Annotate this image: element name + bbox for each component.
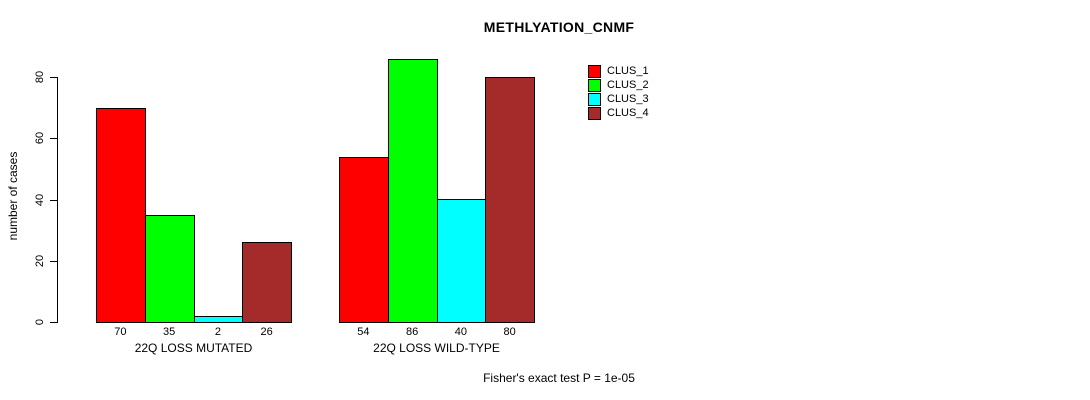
- y-axis-tick: [50, 199, 58, 201]
- legend-item-clus_3: CLUS_3: [588, 93, 649, 106]
- bar-clus_3-group2: [436, 199, 487, 323]
- stat-test-annotation: Fisher's exact test P = 1e-05: [483, 371, 635, 385]
- bar-clus_1-group1: [96, 108, 146, 323]
- y-axis-tick-label: 60: [34, 132, 46, 145]
- y-axis-tick: [50, 77, 58, 78]
- legend-color-swatch: [588, 65, 601, 78]
- legend-item-clus_1: CLUS_1: [588, 65, 649, 78]
- bar-value-label: 2: [214, 326, 221, 338]
- y-axis-tick-label: 80: [34, 70, 46, 84]
- legend-label: CLUS_4: [607, 107, 649, 119]
- bar-clus_2-group1: [144, 215, 195, 323]
- bar-clus_3-group1: [193, 316, 244, 323]
- legend-color-swatch: [588, 79, 601, 92]
- bar-clus_4-group2: [485, 77, 535, 323]
- bar-clus_1-group2: [339, 157, 389, 323]
- legend-label: CLUS_3: [607, 93, 649, 105]
- legend-color-swatch: [588, 107, 601, 120]
- legend-label: CLUS_2: [607, 79, 649, 91]
- y-axis-tick-label: 0: [34, 318, 46, 326]
- chart-title: METHLYATION_CNMF: [483, 19, 635, 35]
- bar-value-label: 35: [163, 326, 176, 338]
- bar-clus_4-group1: [242, 242, 292, 323]
- y-axis-title: number of cases: [6, 151, 20, 241]
- y-axis-tick-label: 20: [34, 254, 46, 267]
- bar-value-label: 86: [406, 326, 419, 338]
- legend-color-swatch: [588, 93, 601, 106]
- y-axis-tick: [50, 322, 58, 323]
- bar-value-label: 80: [503, 326, 516, 338]
- y-axis-tick-label: 40: [34, 193, 46, 206]
- bar-value-label: 70: [114, 326, 127, 338]
- bar-value-label: 40: [454, 326, 467, 338]
- legend-item-clus_2: CLUS_2: [588, 79, 649, 92]
- x-axis-group-label: 22Q LOSS MUTATED: [134, 341, 253, 355]
- y-axis-tick: [50, 138, 58, 140]
- bar-value-label: 26: [260, 326, 273, 338]
- x-axis-group-label: 22Q LOSS WILD-TYPE: [373, 341, 500, 355]
- legend-item-clus_4: CLUS_4: [588, 107, 649, 120]
- bar-clus_2-group2: [387, 59, 438, 323]
- legend: CLUS_1 CLUS_2 CLUS_3 CLUS_4: [588, 65, 649, 121]
- legend-label: CLUS_1: [607, 65, 649, 77]
- bar-value-label: 54: [357, 326, 370, 338]
- y-axis-tick: [50, 260, 58, 262]
